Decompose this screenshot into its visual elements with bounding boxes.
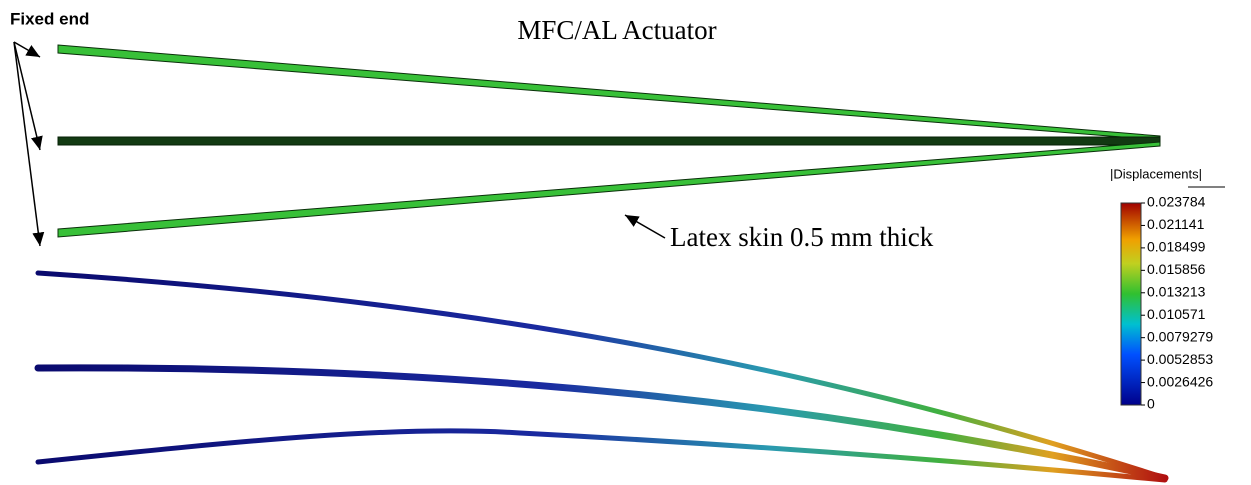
figure: MFC/AL Actuator Fixed end Latex skin 0.5… bbox=[0, 0, 1251, 485]
skin-label: Latex skin 0.5 mm thick bbox=[670, 222, 934, 252]
colorbar bbox=[1121, 203, 1141, 405]
undeformed-beams bbox=[58, 45, 1160, 237]
fixed-end-arrows bbox=[14, 42, 40, 246]
colorbar-label: 0.0026426 bbox=[1147, 373, 1213, 389]
colorbar-label: 0.0079279 bbox=[1147, 328, 1213, 344]
deformed-beams bbox=[38, 273, 1165, 480]
colorbar-label: 0.0052853 bbox=[1147, 351, 1213, 367]
colorbar-label: 0.021141 bbox=[1147, 216, 1205, 232]
colorbar-label: 0.023784 bbox=[1147, 194, 1206, 210]
colorbar-ticks: 0.023784 0.021141 0.018499 0.015856 0.013213… bbox=[1141, 194, 1213, 412]
colorbar-label: 0.015856 bbox=[1147, 261, 1206, 277]
title: MFC/AL Actuator bbox=[517, 15, 716, 45]
skin-arrow bbox=[625, 215, 665, 238]
colorbar-label: 0 bbox=[1147, 396, 1155, 412]
colorbar-label: 0.010571 bbox=[1147, 306, 1206, 322]
legend-title: |Displacements| bbox=[1110, 166, 1202, 181]
fixed-end-label: Fixed end bbox=[10, 9, 89, 28]
colorbar-label: 0.013213 bbox=[1147, 283, 1206, 299]
colorbar-label: 0.018499 bbox=[1147, 239, 1206, 255]
